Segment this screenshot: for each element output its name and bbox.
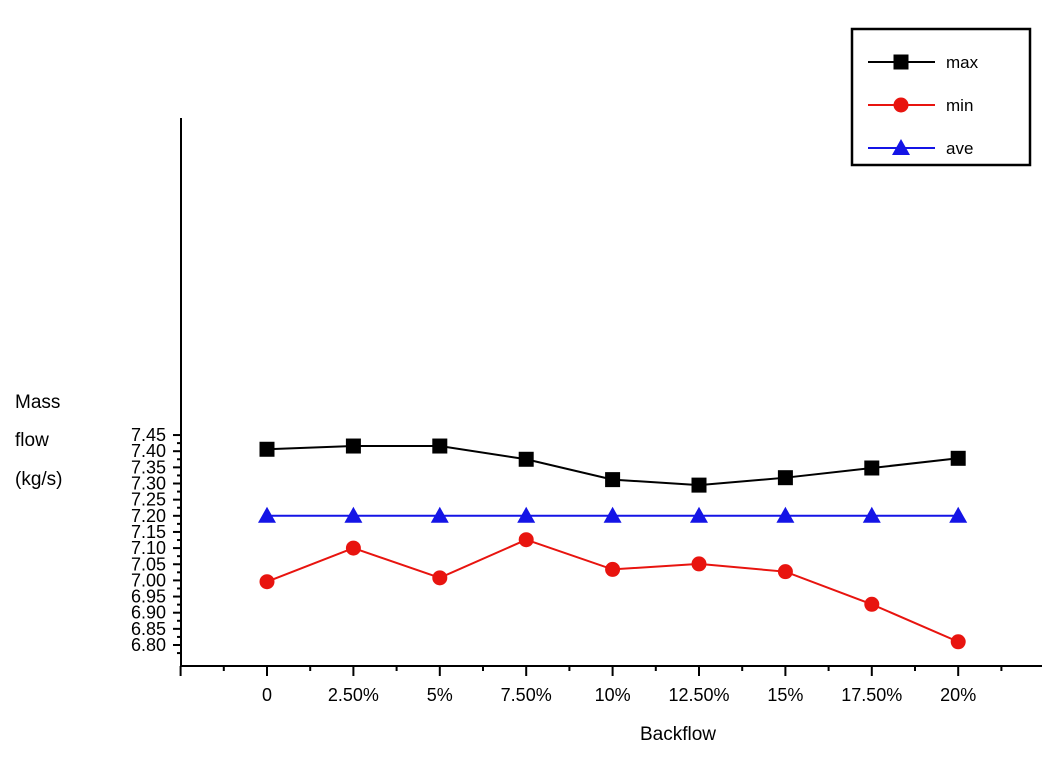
data-point-ave <box>258 506 276 523</box>
x-tick-label: 7.50% <box>501 685 552 705</box>
data-point-min <box>259 574 275 590</box>
legend-box <box>850 27 1032 167</box>
legend: max min ave <box>850 27 1032 167</box>
y-tick-label: 7.05 <box>131 554 166 574</box>
series-min <box>259 532 966 650</box>
data-point-min <box>518 532 534 548</box>
y-tick-label: 7.30 <box>131 474 166 494</box>
data-point-min <box>691 556 707 572</box>
data-point-ave <box>344 506 363 523</box>
y-axis-title-line-2: flow <box>15 430 49 451</box>
y-tick-label: 7.10 <box>131 538 166 558</box>
x-tick-label: 5% <box>427 685 453 705</box>
x-tick-label: 2.50% <box>328 685 379 705</box>
legend-label-ave: ave <box>946 139 973 158</box>
series-max <box>259 438 966 493</box>
legend-marker-ave <box>892 139 910 155</box>
data-point-max <box>691 477 707 493</box>
data-point-ave <box>430 506 449 523</box>
x-tick-label: 15% <box>767 685 803 705</box>
legend-label-max: max <box>946 53 979 72</box>
y-axis-title-line-1: Mass <box>15 392 60 413</box>
data-point-max <box>950 450 966 466</box>
x-axis-ticks: 0 2.50% 5% 7.50% 10% 12.50% 15% 17.50% 20% <box>179 666 1003 705</box>
data-point-ave <box>776 506 795 523</box>
x-tick-label: 0 <box>262 685 272 705</box>
data-point-min <box>605 561 621 577</box>
series-layer <box>258 438 968 650</box>
legend-marker-min <box>893 97 909 113</box>
y-tick-label: 6.90 <box>131 603 166 623</box>
legend-label-min: min <box>946 96 973 115</box>
data-point-ave <box>862 506 881 523</box>
y-tick-label: 7.20 <box>131 506 166 526</box>
y-axis-ticks: 6.806.856.906.957.007.057.107.157.207.25… <box>131 425 181 655</box>
y-axis-title-line-3: (kg/s) <box>15 469 63 490</box>
y-tick-label: 7.15 <box>131 522 166 542</box>
y-tick-label: 7.45 <box>131 425 166 445</box>
y-tick-label: 6.80 <box>131 635 166 655</box>
data-point-min <box>950 634 966 650</box>
data-point-max <box>777 470 793 486</box>
x-axis-title: Backflow <box>640 724 716 745</box>
data-point-ave <box>949 506 968 523</box>
x-tick-label: 17.50% <box>841 685 902 705</box>
data-point-min <box>777 564 793 580</box>
y-tick-label: 6.85 <box>131 619 166 639</box>
y-tick-label: 7.25 <box>131 490 166 510</box>
x-tick-label: 10% <box>595 685 631 705</box>
y-tick-label: 7.40 <box>131 441 166 461</box>
data-point-min <box>432 570 448 586</box>
data-point-max <box>259 441 275 457</box>
legend-items: max min ave <box>868 53 979 158</box>
y-tick-label: 7.00 <box>131 570 166 590</box>
series-ave <box>258 506 968 523</box>
y-tick-label: 7.35 <box>131 457 166 477</box>
data-point-max <box>432 438 448 454</box>
data-point-ave <box>603 506 622 523</box>
data-point-max <box>864 460 880 476</box>
x-tick-label: 20% <box>940 685 976 705</box>
data-point-min <box>345 540 361 556</box>
y-tick-label: 6.95 <box>131 587 166 607</box>
legend-marker-max <box>893 54 909 70</box>
x-tick-label: 12.50% <box>668 685 729 705</box>
data-point-max <box>518 451 534 467</box>
data-point-min <box>864 596 880 612</box>
series-line-min <box>266 538 959 643</box>
data-point-ave <box>517 506 536 523</box>
data-point-ave <box>690 506 708 523</box>
data-point-max <box>605 472 621 488</box>
data-point-max <box>345 438 361 454</box>
axes <box>180 118 1042 667</box>
